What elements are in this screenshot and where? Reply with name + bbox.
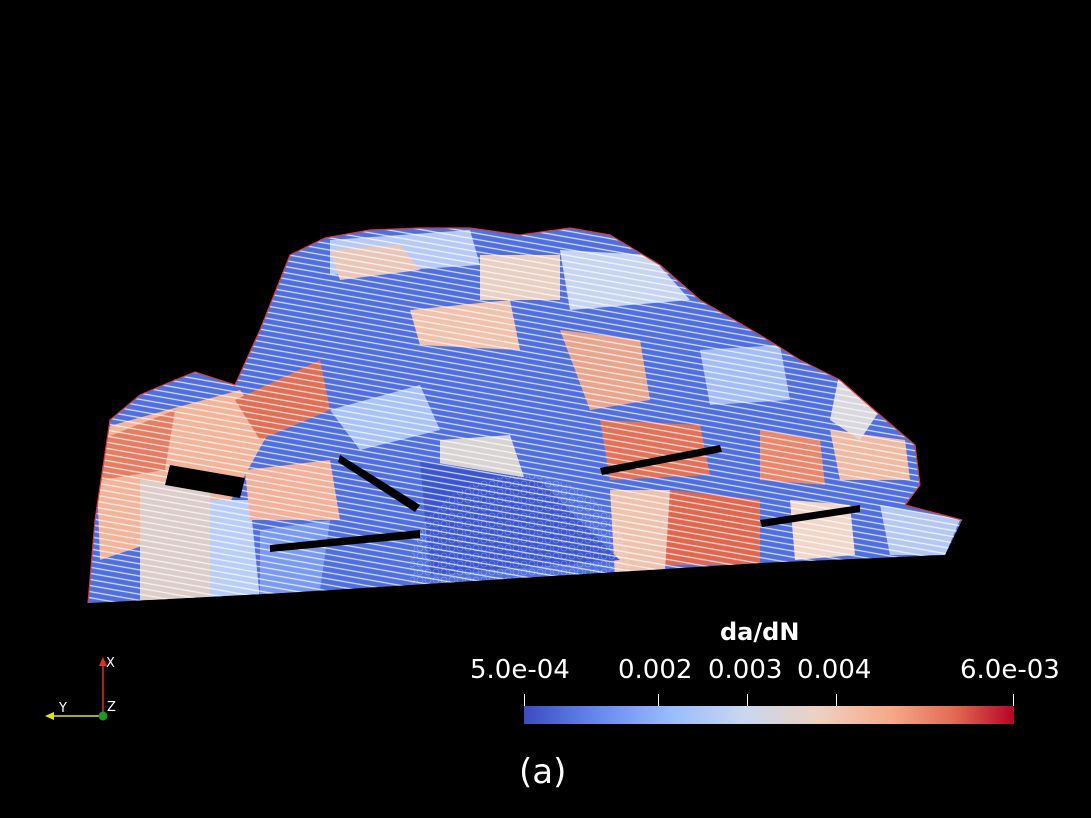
- crack-front-edge: [87, 227, 963, 604]
- colorbar-label-min: 5.0e-04: [470, 655, 570, 685]
- colorbar-tick: [658, 694, 659, 708]
- crack-front-surface: [88, 228, 962, 603]
- colorbar-label-4: 0.004: [797, 655, 872, 685]
- axis-y-label: Y: [59, 701, 67, 716]
- colorbar-tick: [524, 694, 525, 708]
- orientation-axes: [45, 657, 108, 721]
- colorbar-tick: [836, 694, 837, 708]
- colorbar-label-max: 6.0e-03: [960, 655, 1060, 685]
- figure-caption: (a): [519, 752, 567, 792]
- axis-x-label: X: [106, 656, 115, 671]
- colorbar-tick: [1013, 694, 1014, 708]
- colorbar-label-3: 0.003: [708, 655, 783, 685]
- axis-z-label: Z: [107, 700, 116, 715]
- colorbar-title: da/dN: [720, 618, 800, 646]
- colorbar-tick: [747, 694, 748, 708]
- colorbar-gradient: [524, 706, 1014, 724]
- colorbar-label-2: 0.002: [618, 655, 693, 685]
